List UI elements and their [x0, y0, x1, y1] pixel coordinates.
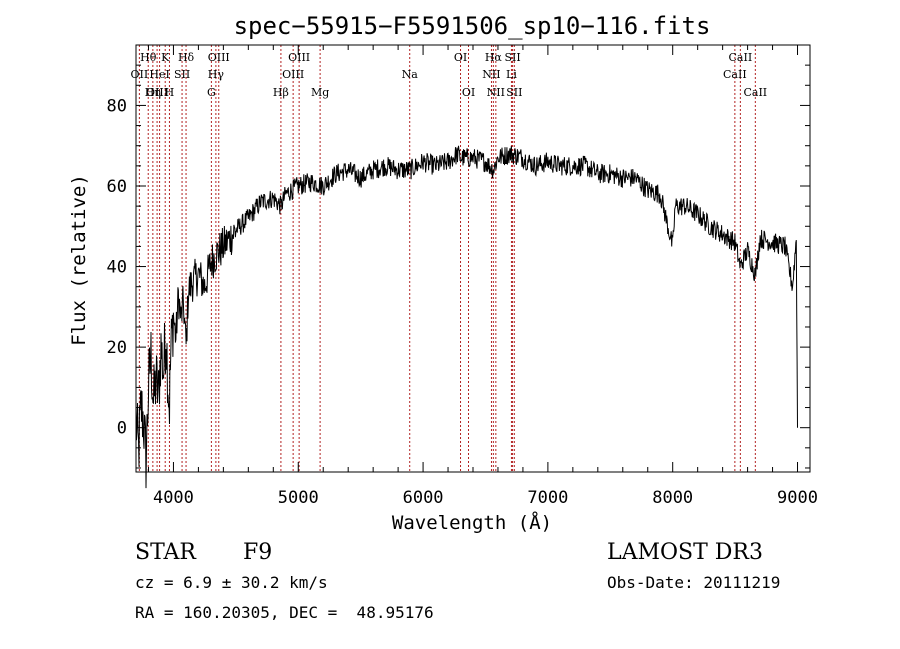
chart-title: spec−55915−F5591506_sp10−116.fits	[234, 12, 711, 40]
marker-label: SII	[174, 68, 190, 81]
marker-label: Hη	[145, 86, 161, 99]
plot-frame	[135, 44, 811, 473]
x-tick-label: 7000	[527, 488, 568, 508]
marker-label: OI	[454, 51, 467, 64]
class-label: STAR	[135, 540, 196, 565]
marker-label: OI	[462, 86, 475, 99]
marker-label: SII	[504, 51, 520, 64]
marker-label: SII	[506, 86, 522, 99]
redshift-text: cz = 6.9 ± 30.2 km/s	[135, 573, 328, 592]
marker-label: Hθ	[140, 51, 157, 64]
marker-label: CaII	[723, 68, 747, 81]
marker-label: Hδ	[178, 51, 195, 64]
marker-label: G	[207, 86, 216, 99]
marker-label: OII	[131, 68, 149, 81]
y-tick-label: 40	[107, 258, 127, 278]
survey-label: LAMOST DR3	[607, 540, 763, 565]
marker-label: CaII	[743, 86, 767, 99]
x-tick-label: 9000	[777, 488, 818, 508]
x-tick-label: 8000	[652, 488, 693, 508]
y-tick-label: 60	[107, 177, 127, 197]
marker-label: NII	[487, 86, 505, 99]
marker-label: Hγ	[208, 68, 225, 81]
marker-label: K	[161, 51, 170, 64]
x-tick-label: 6000	[403, 488, 444, 508]
marker-label: OIII	[282, 68, 304, 81]
x-axis-label: Wavelength (Å)	[392, 511, 552, 534]
marker-label: Mg	[311, 86, 329, 99]
marker-label: Li	[506, 68, 517, 81]
marker-label: H	[165, 86, 175, 99]
marker-label: OIII	[288, 51, 310, 64]
subclass-label: F9	[243, 540, 273, 565]
y-tick-label: 0	[117, 419, 127, 439]
marker-label: Hα	[485, 51, 503, 64]
marker-label: OIII	[146, 86, 168, 99]
y-tick-label: 20	[107, 338, 127, 358]
coordinates-text: RA = 160.20305, DEC = 48.95176	[135, 603, 434, 622]
marker-label: NII	[482, 68, 500, 81]
marker-label: Hβ	[273, 86, 289, 99]
spectrum-line	[135, 145, 798, 489]
y-tick-label: 80	[107, 96, 127, 116]
x-tick-label: 5000	[278, 488, 319, 508]
marker-label: HeI	[149, 68, 169, 81]
marker-label: OIII	[208, 51, 230, 64]
marker-label: CaII	[729, 51, 753, 64]
marker-label: Na	[402, 68, 419, 81]
obs-date-text: Obs-Date: 20111219	[607, 573, 781, 592]
y-axis-label: Flux (relative)	[68, 174, 90, 346]
x-tick-label: 4000	[153, 488, 194, 508]
